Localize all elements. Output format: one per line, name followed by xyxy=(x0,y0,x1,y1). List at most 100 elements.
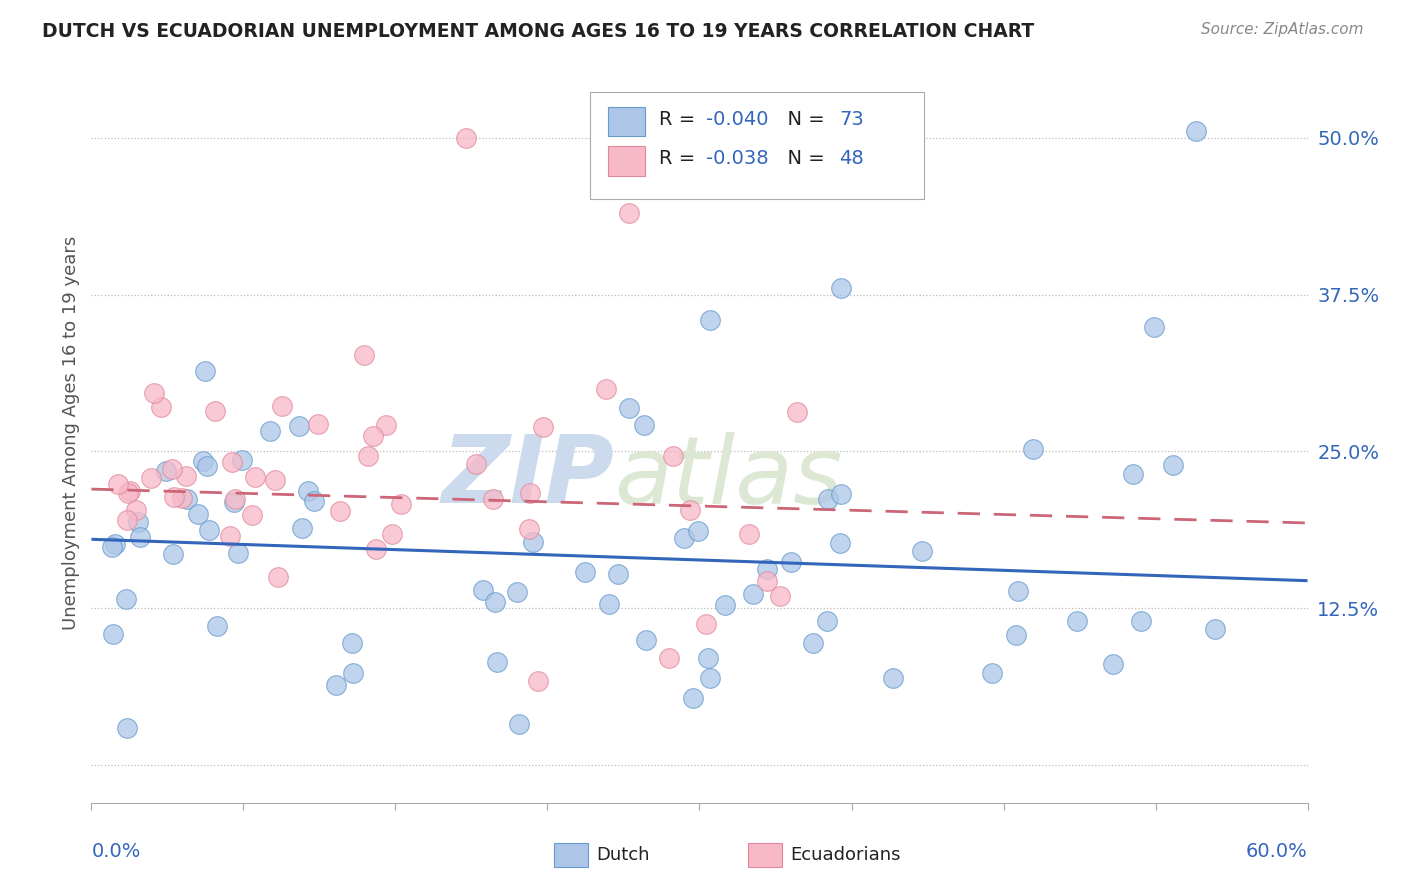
Point xyxy=(755,562,778,576)
Point xyxy=(114,591,136,606)
Point xyxy=(531,420,554,434)
Point xyxy=(174,469,197,483)
Text: DUTCH VS ECUADORIAN UNEMPLOYMENT AMONG AGES 16 TO 19 YEARS CORRELATION CHART: DUTCH VS ECUADORIAN UNEMPLOYMENT AMONG A… xyxy=(42,22,1035,41)
Point xyxy=(830,281,852,295)
Point xyxy=(714,598,737,612)
Point xyxy=(1161,458,1184,472)
Point xyxy=(695,617,717,632)
Point xyxy=(197,523,219,537)
Point xyxy=(1185,124,1208,138)
Text: 73: 73 xyxy=(839,110,865,129)
Point xyxy=(142,385,165,400)
Text: N =: N = xyxy=(775,110,831,129)
Bar xyxy=(554,843,588,867)
Point xyxy=(117,486,139,500)
Point xyxy=(662,449,685,463)
Bar xyxy=(609,107,645,136)
Point xyxy=(815,614,838,628)
Point xyxy=(1005,627,1028,641)
Point xyxy=(779,555,801,569)
Point xyxy=(231,453,253,467)
Point xyxy=(381,526,404,541)
Point xyxy=(155,464,177,478)
Text: 60.0%: 60.0% xyxy=(1246,842,1308,861)
Point xyxy=(204,404,226,418)
Point xyxy=(194,364,217,378)
Point xyxy=(375,417,398,432)
Point xyxy=(607,566,630,581)
FancyBboxPatch shape xyxy=(591,92,925,200)
Point xyxy=(617,206,640,220)
Text: R =: R = xyxy=(659,110,702,129)
Point xyxy=(364,541,387,556)
Point xyxy=(389,498,412,512)
Point xyxy=(508,717,530,731)
Point xyxy=(267,569,290,583)
Point xyxy=(1022,442,1045,456)
Point xyxy=(127,515,149,529)
Point xyxy=(699,312,721,326)
Point xyxy=(1204,622,1226,636)
Point xyxy=(245,469,267,483)
Bar xyxy=(609,146,645,176)
Point xyxy=(519,486,541,500)
Point xyxy=(786,405,808,419)
Point xyxy=(325,678,347,692)
Point xyxy=(673,532,696,546)
Point xyxy=(1122,467,1144,482)
Point xyxy=(172,491,194,505)
Point xyxy=(224,495,246,509)
Text: N =: N = xyxy=(775,149,831,169)
Text: -0.038: -0.038 xyxy=(706,149,768,169)
Point xyxy=(162,547,184,561)
Point xyxy=(1007,584,1029,599)
Point xyxy=(506,584,529,599)
Point xyxy=(264,473,287,487)
Text: atlas: atlas xyxy=(614,432,842,523)
Text: 0.0%: 0.0% xyxy=(91,842,141,861)
Point xyxy=(129,530,152,544)
Point xyxy=(678,503,700,517)
Point xyxy=(472,583,495,598)
Point xyxy=(117,721,139,735)
Text: -0.040: -0.040 xyxy=(706,110,768,129)
Point xyxy=(522,535,544,549)
Point xyxy=(484,595,506,609)
Point xyxy=(755,574,778,588)
Point xyxy=(176,491,198,506)
Text: Source: ZipAtlas.com: Source: ZipAtlas.com xyxy=(1201,22,1364,37)
Y-axis label: Unemployment Among Ages 16 to 19 years: Unemployment Among Ages 16 to 19 years xyxy=(62,235,80,630)
Point xyxy=(486,656,509,670)
Point xyxy=(801,636,824,650)
Text: ZIP: ZIP xyxy=(441,431,614,523)
Point xyxy=(219,529,242,543)
Point xyxy=(699,671,721,685)
Point xyxy=(141,471,163,485)
Point xyxy=(465,457,488,471)
Point xyxy=(329,504,352,518)
Point xyxy=(830,486,852,500)
Point xyxy=(226,546,249,560)
Point xyxy=(101,540,124,554)
Point xyxy=(769,589,792,603)
Text: Ecuadorians: Ecuadorians xyxy=(790,846,901,863)
Text: Dutch: Dutch xyxy=(596,846,650,863)
Point xyxy=(742,587,765,601)
Point xyxy=(353,348,375,362)
Point xyxy=(125,502,148,516)
Point xyxy=(107,476,129,491)
Point xyxy=(297,484,319,499)
Point xyxy=(160,462,183,476)
Point xyxy=(697,650,720,665)
Text: R =: R = xyxy=(659,149,702,169)
Point xyxy=(342,636,364,650)
Point xyxy=(636,632,658,647)
Point xyxy=(911,544,934,558)
Point xyxy=(104,537,127,551)
Point xyxy=(342,665,364,680)
Point xyxy=(307,417,329,431)
Point xyxy=(187,507,209,521)
Point xyxy=(288,419,311,434)
Point xyxy=(595,382,617,396)
Point xyxy=(738,527,761,541)
